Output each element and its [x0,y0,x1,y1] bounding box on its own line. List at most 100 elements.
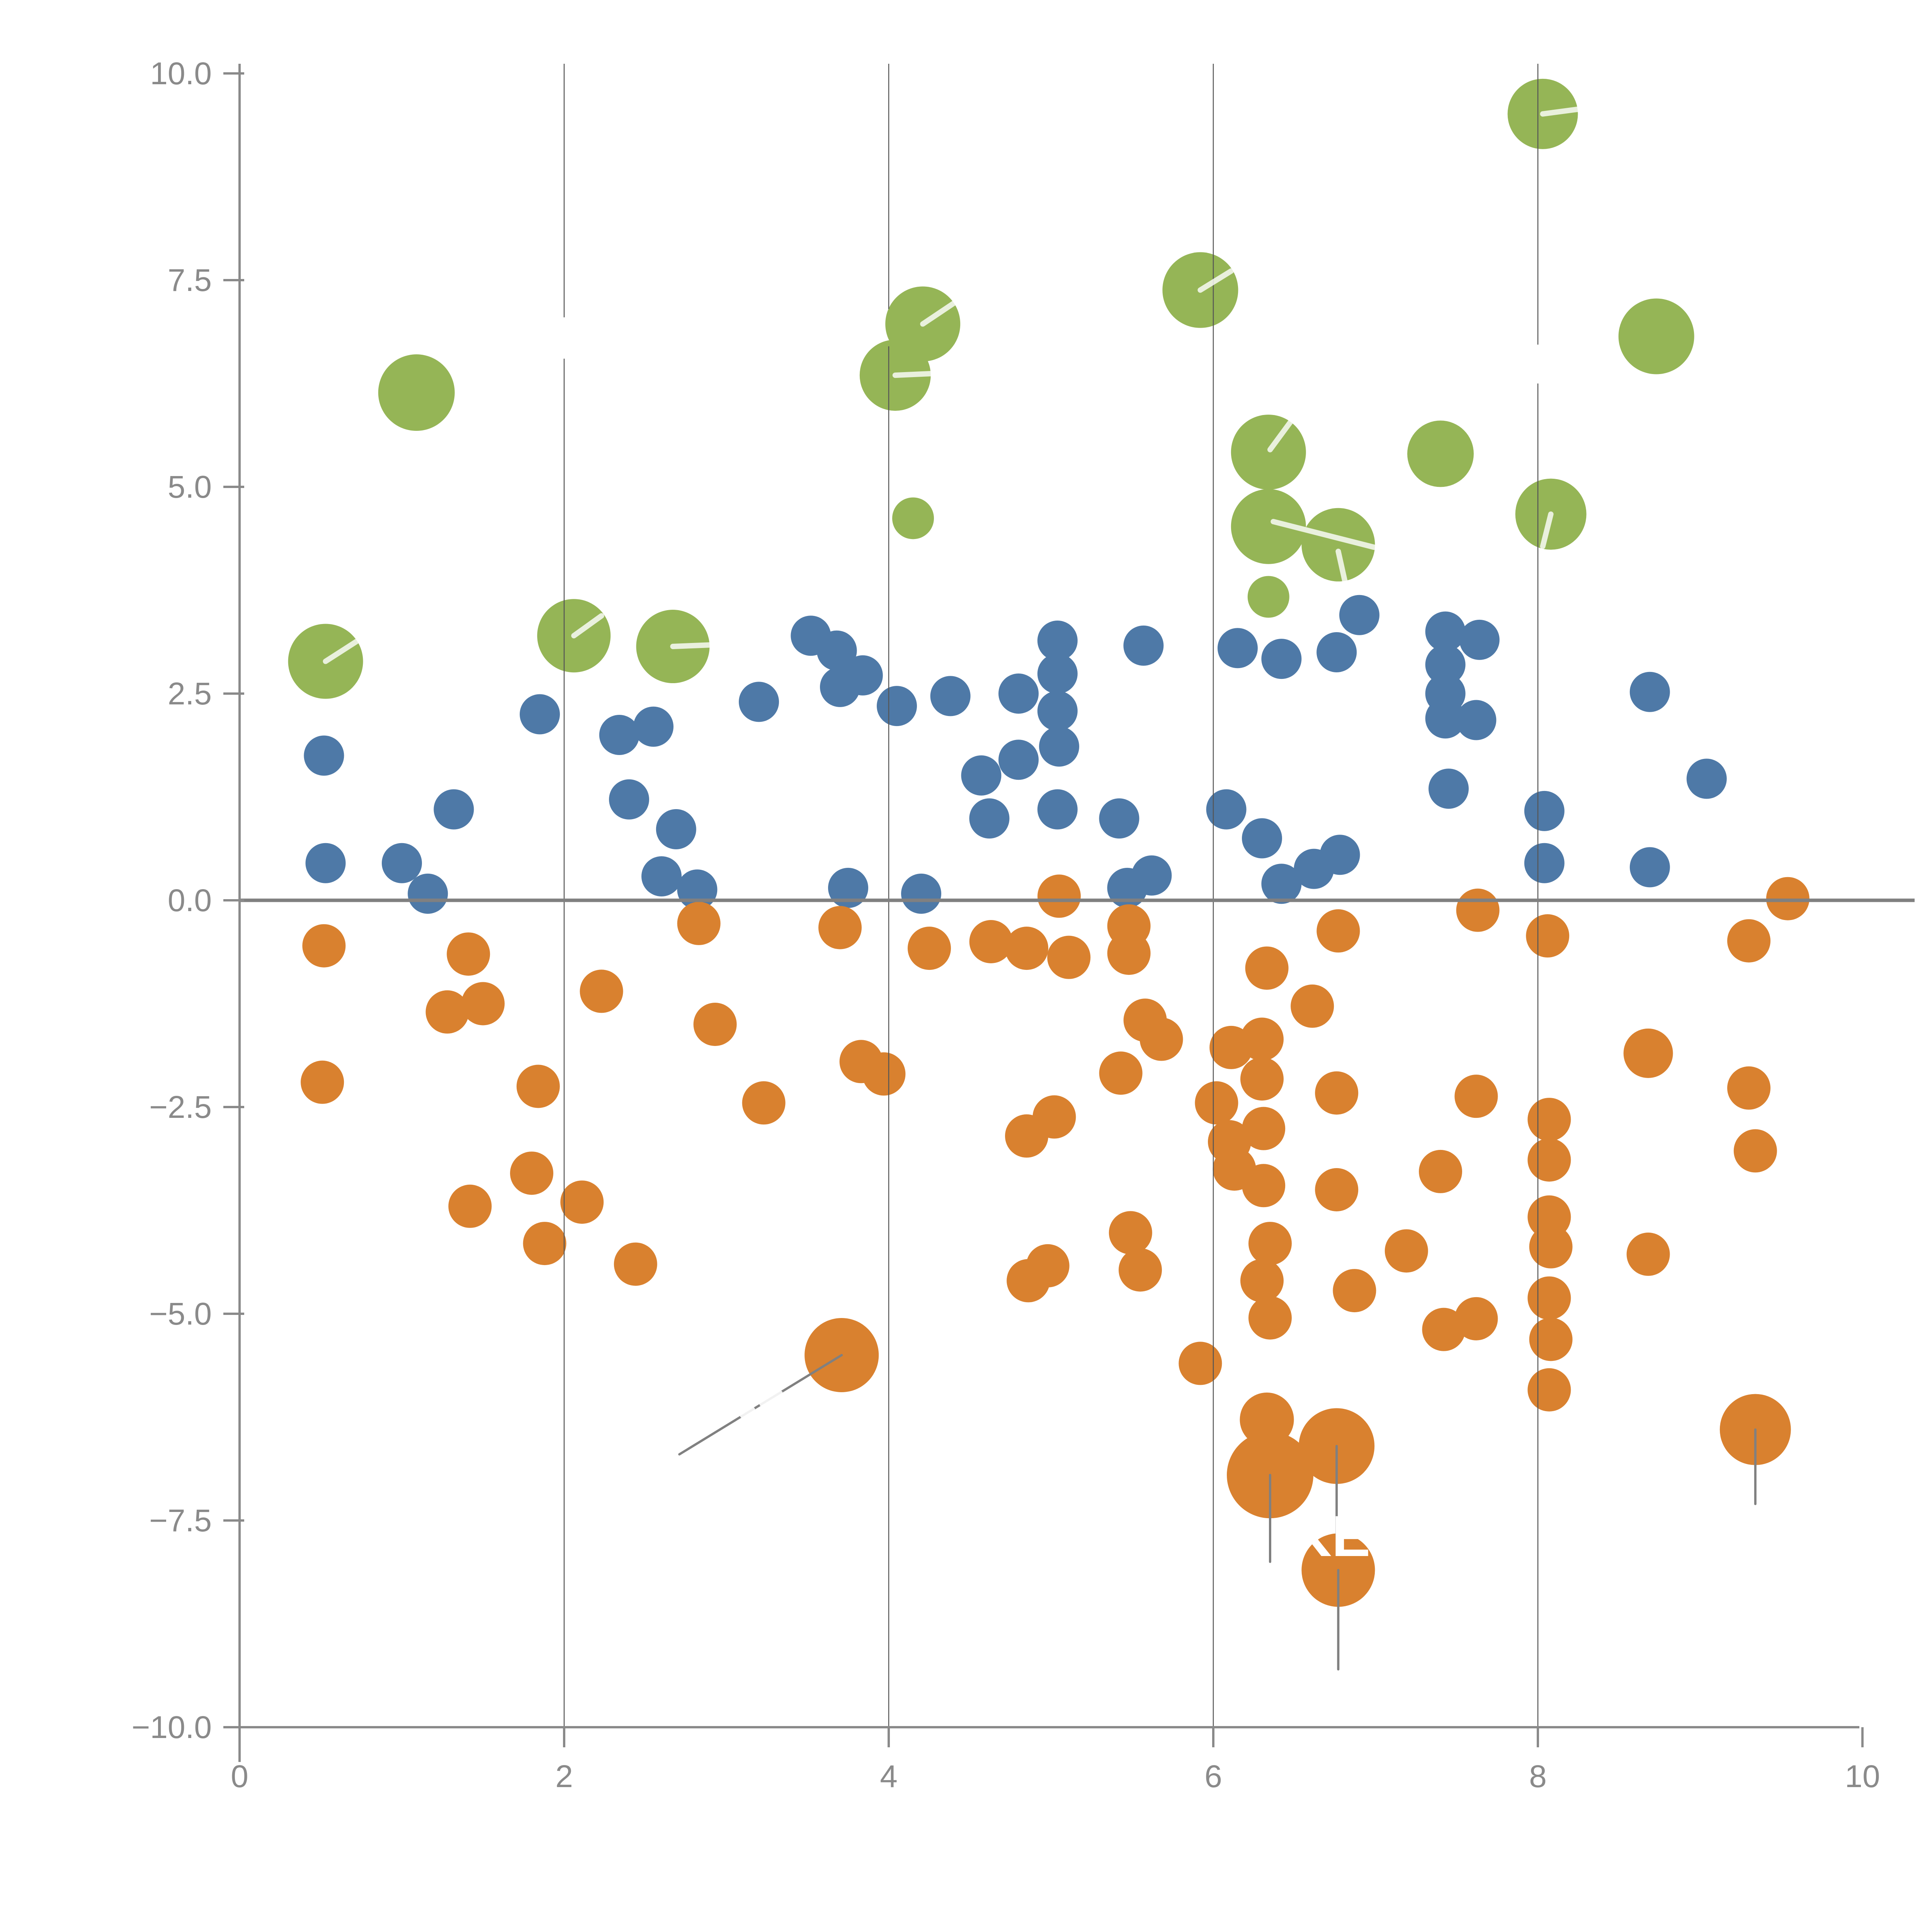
blue-dots-point [1524,791,1565,831]
blue-dots-point [828,867,868,908]
green-bubbles-point [378,354,455,431]
orange-dots-point [1248,1222,1292,1265]
y-tick-label: −2.5 [149,1090,212,1125]
white-dash [740,1407,755,1418]
orange-dots-point [1333,1269,1376,1313]
white-annotations-layer: KE [323,106,1583,1568]
orange-dots-point [1529,1318,1573,1361]
orange-dots-point [693,1003,737,1046]
hidden-watermark-text: KE [1290,1503,1370,1568]
blue-dots-point [434,789,474,830]
orange-dots-point [425,990,469,1034]
orange-dots-point [1032,1095,1076,1139]
orange-dots-point [742,1081,786,1125]
blue-dots-point [599,715,639,755]
x-tick-label: 6 [1204,1759,1222,1794]
white-slash [920,300,956,327]
orange-dots-point [1454,1075,1498,1118]
orange-dots-point [1422,1308,1466,1351]
orange-dots-point [1384,1229,1428,1273]
white-dash [759,1390,783,1407]
orange-dots-point [1527,1138,1571,1182]
blue-dots-point [1629,672,1670,712]
blue-dots-point [1037,690,1078,731]
orange-dots-point [1107,931,1151,975]
blue-dots-point [877,686,917,726]
y-tick-label: 7.5 [168,263,212,298]
orange-dots-point [1733,1129,1777,1173]
orange-dots-point [1179,1342,1222,1385]
white-slash [323,639,359,664]
green-bubbles-point [1301,508,1375,582]
orange-dots-point [1456,888,1500,932]
blue-dots-point [1218,628,1258,668]
x-tick-label: 10 [1845,1759,1880,1794]
blue-dots-point [998,673,1039,714]
orange-dots-point [1195,1081,1238,1125]
blue-dots-point [1339,595,1379,635]
blue-dots-point [1686,759,1727,799]
blue-dots-point [641,856,682,896]
orange-dots-point [862,1052,906,1096]
blue-dots-point [520,694,560,735]
white-slash [1267,414,1297,452]
blue-dots-point [1261,864,1302,904]
orange-dots-point [1240,1017,1284,1061]
orange-dots-point [1245,946,1289,990]
orange-dots-point [1047,935,1091,979]
orange-dots-point [1529,1225,1573,1269]
blue-dots-point [1429,769,1469,809]
orange-dots-point [1240,1057,1284,1101]
blue-dots-point [1099,798,1139,839]
orange-dots-point [614,1242,657,1286]
orange-dots-point [1005,927,1048,970]
orange-dots-point [523,1222,566,1265]
orange-dots-point [1037,874,1081,918]
orange-dots-point [1240,1259,1284,1303]
blue-dots-point [998,740,1039,780]
orange-dots-point [448,1184,492,1228]
orange-dots-point [908,927,951,970]
blue-dots-point [609,779,649,820]
axes-layer: 10.0 7.5 5.0 2.5 0.0 −2.5 −5.0 −7.5 −10.0 0 2 4 6 8 10 [132,56,1880,1794]
y-tick-label: 0.0 [168,883,212,918]
x-tick-label: 2 [555,1759,573,1794]
blue-dots-point [1261,639,1302,679]
blue-dots-point [1459,619,1500,660]
blue-dots-point [1039,726,1079,767]
x-tick-label: 0 [231,1759,248,1794]
blue-dots-point [739,682,779,722]
orange-dots-point [1291,984,1334,1028]
green-bubbles-point [1407,420,1474,487]
orange-dots-point [1316,909,1360,953]
blue-dots-point [1425,611,1466,652]
stem-lines-layer [678,1354,1757,1671]
white-slash [1335,548,1349,591]
green-bubbles-point [1247,576,1289,618]
y-tick-label: 5.0 [168,469,212,505]
orange-dots-point [560,1180,604,1224]
x-tick-label: 4 [880,1759,898,1794]
green-bubbles-point [1618,298,1694,374]
orange-dots-point [1454,1297,1498,1340]
orange-dots-point [447,932,490,976]
blue-dots-point [633,706,673,747]
orange-dots-point [302,924,346,968]
blue-dots-point [1123,625,1164,666]
green-bubbles-point [1231,415,1306,490]
orange-dots-point [1242,1164,1286,1208]
white-slash [1540,106,1583,117]
blue-dots-point [1037,789,1078,830]
orange-dots-point [516,1065,560,1108]
blue-dots-point [408,873,448,914]
blue-dots-point [1425,645,1466,685]
orange-dots-point [1623,1028,1673,1078]
orange-dots-point [969,920,1013,963]
orange-dots-point [1026,1244,1070,1287]
blue-dots-point [1316,632,1357,672]
data-points-layer [288,78,1810,1607]
blue-dots-point [1206,789,1247,830]
blue-dots-point [961,755,1002,796]
